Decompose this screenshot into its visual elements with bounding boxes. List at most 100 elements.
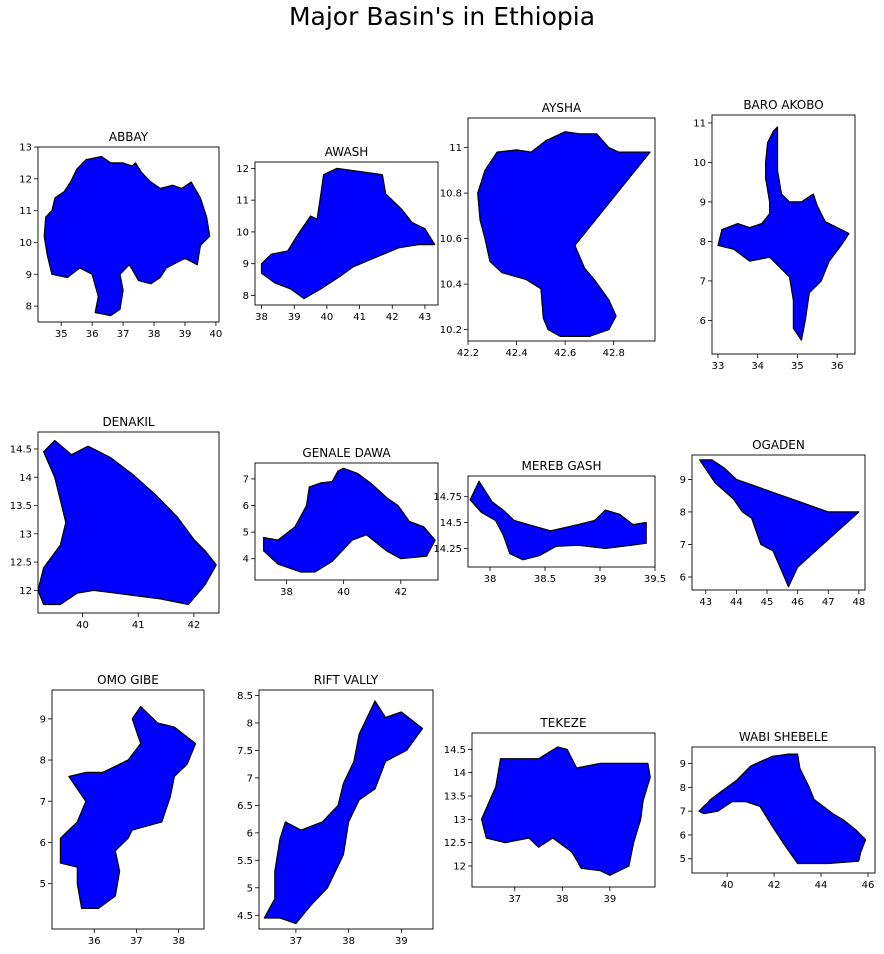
x-tick-label: 40 — [210, 329, 223, 340]
y-tick-label: 13.5 — [444, 792, 466, 803]
basin-shape-genale-dawa — [263, 467, 436, 573]
axes-frame — [467, 117, 656, 342]
y-tick-label: 14 — [453, 768, 466, 779]
x-tick-label: 39.5 — [644, 574, 666, 585]
y-tick-label: 11 — [19, 206, 32, 217]
panel-wabi-shebele: WABI SHEBELE 40 42 44 46 5 6 7 8 9 — [680, 730, 876, 891]
axes-frame — [258, 689, 434, 930]
y-tick-label: 10 — [19, 238, 32, 249]
panel-title: BARO AKOBO — [743, 98, 823, 112]
y-tick-label: 12 — [19, 174, 32, 185]
x-tick-label: 46 — [862, 880, 875, 891]
x-tick-label: 42 — [386, 312, 399, 323]
y-tick-label: 14.5 — [440, 518, 462, 529]
y-tick-label: 12.5 — [10, 558, 32, 569]
y-tick-label: 9 — [40, 714, 46, 725]
y-tick-label: 10.4 — [440, 280, 462, 291]
y-tick-label: 8 — [680, 507, 686, 518]
panel-omo-gibe: OMO GIBE 36 37 38 5 6 7 8 9 — [40, 673, 205, 947]
y-tick-label: 5 — [680, 854, 686, 865]
y-tick-label: 11 — [693, 118, 706, 129]
y-tick-label: 7 — [680, 540, 686, 551]
panel-denakil: DENAKIL 40 41 42 12 12.5 13 13.5 14 14.5 — [10, 415, 220, 631]
panel-title: GENALE DAWA — [302, 446, 391, 460]
axes-frame — [254, 161, 439, 306]
axes-frame — [51, 689, 205, 930]
x-tick-label: 34 — [751, 361, 764, 372]
y-tick-label: 4 — [243, 554, 249, 565]
panel-tekeze: TEKEZE 37 38 39 12 12.5 13 13.5 14 14.5 — [444, 716, 656, 905]
y-tick-label: 13 — [19, 529, 32, 540]
y-tick-label: 11 — [449, 143, 462, 154]
x-tick-label: 35 — [55, 329, 68, 340]
x-tick-label: 40 — [76, 620, 89, 631]
x-tick-label: 36 — [831, 361, 844, 372]
x-tick-label: 42.2 — [457, 348, 479, 359]
y-tick-label: 7 — [40, 797, 46, 808]
panel-title: MEREB GASH — [521, 459, 601, 473]
x-tick-label: 39 — [395, 936, 408, 947]
y-tick-label: 12.5 — [444, 838, 466, 849]
x-tick-label: 38 — [342, 936, 355, 947]
panel-title: OGADEN — [752, 438, 805, 452]
y-tick-label: 6.5 — [237, 801, 253, 812]
panel-baro-akobo: BARO AKOBO 33 34 35 36 6 7 8 9 10 11 — [693, 98, 856, 372]
y-tick-label: 5 — [243, 528, 249, 539]
y-tick-label: 14.5 — [10, 444, 32, 455]
x-tick-label: 39 — [288, 312, 301, 323]
axes-frame — [254, 462, 439, 581]
y-tick-label: 13 — [19, 143, 32, 154]
y-tick-label: 10.2 — [440, 325, 462, 336]
axes-frame — [37, 146, 220, 323]
x-tick-label: 42.8 — [603, 348, 625, 359]
y-tick-label: 7 — [247, 773, 253, 784]
basin-shape-mereb-gash — [469, 480, 647, 561]
x-tick-label: 41 — [132, 620, 145, 631]
y-tick-label: 7 — [700, 276, 706, 287]
x-tick-label: 36 — [86, 329, 99, 340]
y-tick-label: 6 — [700, 316, 706, 327]
y-tick-label: 8 — [26, 302, 32, 313]
x-tick-label: 38 — [172, 936, 185, 947]
y-tick-label: 8 — [243, 291, 249, 302]
y-tick-label: 8.5 — [237, 691, 253, 702]
y-tick-label: 7 — [243, 474, 249, 485]
x-tick-label: 36 — [88, 936, 101, 947]
y-tick-label: 10 — [693, 158, 706, 169]
y-tick-label: 12 — [19, 586, 32, 597]
y-tick-label: 13 — [453, 815, 466, 826]
x-tick-label: 42 — [768, 880, 781, 891]
y-tick-label: 14.25 — [433, 544, 462, 555]
x-tick-label: 39 — [603, 894, 616, 905]
y-tick-label: 10 — [236, 227, 249, 238]
y-tick-label: 6 — [680, 572, 686, 583]
panel-genale-dawa: GENALE DAWA 38 40 42 4 5 6 7 — [243, 446, 439, 598]
x-tick-label: 33 — [712, 361, 725, 372]
basin-shape-rift-vally — [263, 700, 424, 925]
x-tick-label: 38 — [556, 894, 569, 905]
x-tick-label: 37 — [508, 894, 521, 905]
axes-frame — [467, 475, 656, 568]
panel-rift-vally: RIFT VALLY 37 38 39 4.5 5 5.5 6 6.5 7 7.5 8 8.5 — [237, 673, 434, 947]
axes-frame — [711, 114, 856, 355]
y-tick-label: 14.5 — [444, 745, 466, 756]
axes-frame — [691, 746, 876, 874]
x-tick-label: 47 — [822, 597, 835, 608]
x-tick-label: 38.5 — [534, 574, 556, 585]
panel-title: AWASH — [325, 145, 369, 159]
y-tick-label: 7.5 — [237, 746, 253, 757]
y-tick-label: 4.5 — [237, 911, 253, 922]
panel-title: WABI SHEBELE — [739, 730, 828, 744]
y-tick-label: 5 — [40, 879, 46, 890]
figure-title: Major Basin's in Ethiopia — [288, 2, 596, 31]
x-tick-label: 38 — [148, 329, 161, 340]
basin-shape-tekeze — [480, 746, 651, 876]
y-tick-label: 8 — [700, 237, 706, 248]
panel-abbay: ABBAY 35 36 37 38 39 40 8 9 10 11 12 13 — [19, 130, 222, 340]
axes-frame — [691, 454, 866, 591]
y-tick-label: 6 — [680, 830, 686, 841]
axes-frame — [37, 431, 220, 614]
x-tick-label: 39 — [594, 574, 607, 585]
y-tick-label: 8 — [680, 783, 686, 794]
